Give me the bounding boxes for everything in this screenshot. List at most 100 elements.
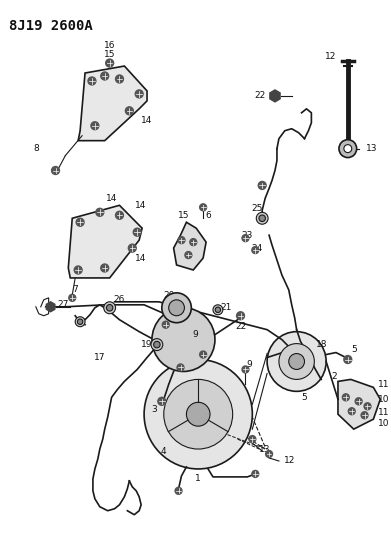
Polygon shape xyxy=(47,302,55,312)
Circle shape xyxy=(215,307,221,312)
Text: 10: 10 xyxy=(377,395,389,404)
Text: 13: 13 xyxy=(366,144,377,153)
Circle shape xyxy=(88,77,96,85)
Circle shape xyxy=(256,212,268,224)
Circle shape xyxy=(128,244,136,252)
Text: 21: 21 xyxy=(220,303,231,312)
Circle shape xyxy=(190,239,197,246)
Text: 5: 5 xyxy=(301,393,307,402)
Circle shape xyxy=(151,338,163,351)
Circle shape xyxy=(249,435,256,442)
Text: 10: 10 xyxy=(377,419,389,427)
Circle shape xyxy=(77,319,83,325)
Circle shape xyxy=(185,252,192,259)
Text: 20: 20 xyxy=(163,292,174,301)
Text: 14: 14 xyxy=(135,254,147,263)
Circle shape xyxy=(343,394,349,401)
Circle shape xyxy=(104,302,116,314)
Circle shape xyxy=(355,398,362,405)
Text: 11: 11 xyxy=(377,380,389,389)
Text: 3: 3 xyxy=(151,405,157,414)
Circle shape xyxy=(177,364,184,371)
Circle shape xyxy=(74,266,82,274)
Circle shape xyxy=(175,487,182,494)
Circle shape xyxy=(344,144,352,152)
Text: 19: 19 xyxy=(141,340,153,349)
Text: 27: 27 xyxy=(58,300,69,309)
Circle shape xyxy=(242,366,249,373)
Text: 26: 26 xyxy=(114,295,125,304)
Text: 14: 14 xyxy=(142,116,153,125)
Text: 18: 18 xyxy=(316,340,327,349)
Circle shape xyxy=(200,351,206,358)
Polygon shape xyxy=(174,222,206,270)
Circle shape xyxy=(289,353,305,369)
Circle shape xyxy=(339,140,357,158)
Circle shape xyxy=(242,235,249,241)
Circle shape xyxy=(164,379,233,449)
Text: 6: 6 xyxy=(205,211,211,220)
Circle shape xyxy=(101,72,109,80)
Circle shape xyxy=(76,218,84,226)
Circle shape xyxy=(200,204,206,211)
Circle shape xyxy=(106,304,113,311)
Circle shape xyxy=(344,356,352,364)
Text: 14: 14 xyxy=(135,201,147,210)
Text: 12: 12 xyxy=(325,52,336,61)
Circle shape xyxy=(364,403,371,410)
Circle shape xyxy=(154,341,160,348)
Circle shape xyxy=(252,471,259,478)
Circle shape xyxy=(252,247,259,254)
Circle shape xyxy=(267,332,326,391)
Text: 1: 1 xyxy=(196,474,201,483)
Circle shape xyxy=(152,308,215,372)
Polygon shape xyxy=(270,90,280,102)
Circle shape xyxy=(258,181,266,189)
Circle shape xyxy=(265,450,273,457)
Text: 8J19 2600A: 8J19 2600A xyxy=(9,19,93,33)
Circle shape xyxy=(135,90,143,98)
Text: 5: 5 xyxy=(351,345,357,354)
Circle shape xyxy=(237,312,244,320)
Circle shape xyxy=(162,293,191,322)
Circle shape xyxy=(133,228,141,236)
Circle shape xyxy=(259,215,265,222)
Circle shape xyxy=(126,107,133,115)
Text: 17: 17 xyxy=(94,353,106,362)
Circle shape xyxy=(101,264,109,272)
Text: 9: 9 xyxy=(192,330,198,339)
Circle shape xyxy=(75,317,85,327)
Circle shape xyxy=(169,300,185,316)
Circle shape xyxy=(279,344,314,379)
Text: 22: 22 xyxy=(235,322,246,331)
Text: 11: 11 xyxy=(377,408,389,417)
Text: 9: 9 xyxy=(246,360,252,369)
Text: 2: 2 xyxy=(331,372,337,381)
Polygon shape xyxy=(78,66,147,141)
Text: 13: 13 xyxy=(259,445,271,454)
Circle shape xyxy=(69,294,76,301)
Text: 23: 23 xyxy=(242,231,253,240)
Text: 4: 4 xyxy=(161,447,167,456)
Circle shape xyxy=(91,122,99,130)
Text: 7: 7 xyxy=(72,285,78,294)
Circle shape xyxy=(106,59,113,67)
Text: 12: 12 xyxy=(284,456,296,465)
Text: 16: 16 xyxy=(104,41,115,50)
Text: 22: 22 xyxy=(255,91,266,100)
Circle shape xyxy=(116,211,124,219)
Circle shape xyxy=(213,305,223,315)
Circle shape xyxy=(52,166,59,174)
Circle shape xyxy=(361,411,368,419)
Text: 25: 25 xyxy=(251,204,263,213)
Circle shape xyxy=(178,237,185,244)
Polygon shape xyxy=(68,205,142,278)
Circle shape xyxy=(348,408,355,415)
Circle shape xyxy=(158,397,166,405)
Circle shape xyxy=(162,321,169,328)
Circle shape xyxy=(144,360,252,469)
Text: 24: 24 xyxy=(252,244,263,253)
Text: 14: 14 xyxy=(106,194,117,203)
Text: 15: 15 xyxy=(104,50,115,59)
Text: 15: 15 xyxy=(178,211,189,220)
